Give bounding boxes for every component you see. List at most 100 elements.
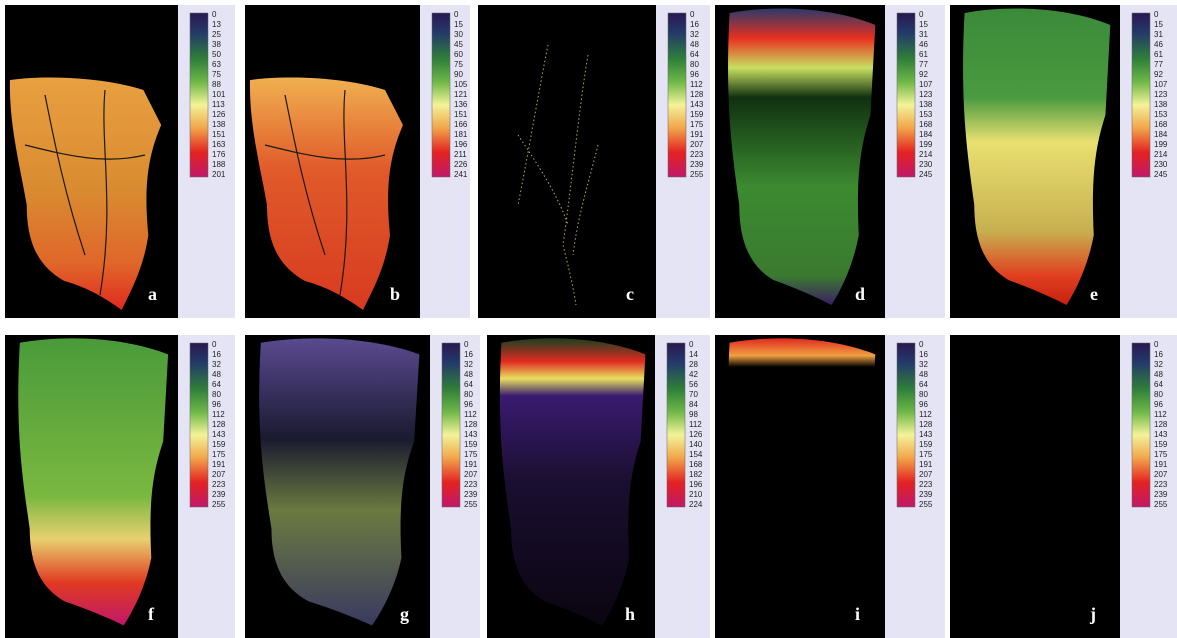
colorbar-tick-label: 175 [464, 450, 478, 459]
colorbar-tick-label: 96 [919, 400, 928, 409]
colorbar-tick-label: 196 [689, 480, 703, 489]
colorbar-tick-label: 105 [454, 80, 468, 89]
panel: j016324864809611212814315917519120722323… [950, 335, 1177, 638]
colorbar-tick-label: 223 [464, 480, 478, 489]
colorbar-tick-label: 13 [212, 20, 221, 29]
colorbar-tick-label: 0 [690, 10, 695, 19]
colorbar-tick-label: 163 [212, 140, 226, 149]
colorbar-tick-label: 138 [919, 100, 933, 109]
panel-label: d [855, 284, 865, 304]
colorbar-tick-label: 168 [1154, 120, 1168, 129]
panel-label: b [390, 284, 400, 304]
colorbar-tick-label: 214 [919, 150, 933, 159]
colorbar-tick-label: 166 [454, 120, 468, 129]
colorbar-tick-label: 16 [464, 350, 473, 359]
colorbar-tick-label: 64 [212, 380, 221, 389]
colorbar-tick-label: 46 [1154, 40, 1163, 49]
colorbar-tick-label: 128 [212, 420, 226, 429]
colorbar-tick-label: 80 [919, 390, 928, 399]
colorbar-tick-label: 0 [919, 10, 924, 19]
colorbar-tick-label: 128 [464, 420, 478, 429]
colorbar-tick-label: 16 [919, 350, 928, 359]
colorbar-tick-label: 77 [919, 60, 928, 69]
colorbar-tick-label: 153 [1154, 110, 1168, 119]
colorbar-tick-label: 223 [1154, 480, 1168, 489]
colorbar-tick-label: 32 [212, 360, 221, 369]
colorbar-tick-label: 16 [212, 350, 221, 359]
colorbar-tick-label: 207 [919, 470, 933, 479]
colorbar [190, 13, 208, 177]
colorbar-tick-label: 112 [919, 410, 932, 419]
colorbar-tick-label: 61 [1154, 50, 1163, 59]
panel-label: f [148, 604, 155, 624]
colorbar-tick-label: 0 [212, 10, 217, 19]
colorbar-tick-label: 0 [464, 340, 469, 349]
colorbar [667, 343, 685, 507]
colorbar-tick-label: 201 [212, 170, 226, 179]
colorbar-tick-label: 107 [1154, 80, 1168, 89]
colorbar-tick-label: 159 [464, 440, 478, 449]
colorbar-tick-label: 223 [212, 480, 226, 489]
colorbar-tick-label: 15 [454, 20, 463, 29]
colorbar-tick-label: 0 [212, 340, 217, 349]
colorbar-tick-label: 28 [689, 360, 698, 369]
colorbar-tick-label: 159 [1154, 440, 1168, 449]
colorbar-tick-label: 210 [689, 490, 703, 499]
colorbar-tick-label: 112 [1154, 410, 1167, 419]
colorbar-tick-label: 30 [454, 30, 463, 39]
panel-label: i [855, 604, 860, 624]
colorbar-tick-label: 48 [690, 40, 699, 49]
colorbar-tick-label: 113 [212, 100, 225, 109]
colorbar-tick-label: 0 [689, 340, 694, 349]
colorbar-tick-label: 159 [212, 440, 226, 449]
colorbar-tick-label: 175 [919, 450, 933, 459]
colorbar-tick-label: 75 [212, 70, 221, 79]
panel-label: h [625, 604, 635, 624]
panel: d015314661779210712313815316818419921423… [715, 5, 945, 318]
colorbar-tick-label: 138 [212, 120, 226, 129]
colorbar-tick-label: 214 [1154, 150, 1168, 159]
colorbar-tick-label: 25 [212, 30, 221, 39]
colorbar-tick-label: 50 [212, 50, 221, 59]
colorbar-tick-label: 63 [212, 60, 221, 69]
colorbar-tick-label: 143 [1154, 430, 1168, 439]
colorbar-tick-label: 96 [1154, 400, 1163, 409]
colorbar-tick-label: 80 [690, 60, 699, 69]
colorbar-tick-label: 175 [1154, 450, 1168, 459]
colorbar-tick-label: 128 [919, 420, 933, 429]
colorbar-tick-label: 191 [1154, 460, 1168, 469]
colorbar-tick-label: 191 [464, 460, 478, 469]
colorbar-tick-label: 176 [212, 150, 226, 159]
colorbar-tick-label: 123 [919, 90, 933, 99]
colorbar-tick-label: 88 [212, 80, 221, 89]
colorbar-tick-label: 143 [919, 430, 933, 439]
colorbar-tick-label: 239 [464, 490, 478, 499]
colorbar-tick-label: 191 [212, 460, 226, 469]
colorbar-tick-label: 56 [689, 380, 698, 389]
colorbar-tick-label: 196 [454, 140, 468, 149]
colorbar-tick-label: 15 [1154, 20, 1163, 29]
colorbar-tick-label: 239 [212, 490, 226, 499]
colorbar-tick-label: 223 [919, 480, 933, 489]
colorbar-tick-label: 121 [454, 90, 468, 99]
colorbar-tick-label: 84 [689, 400, 698, 409]
colorbar-tick-label: 112 [690, 80, 703, 89]
colorbar-tick-label: 191 [690, 130, 704, 139]
panel: g016324864809611212814315917519120722323… [245, 335, 480, 638]
colorbar-tick-label: 48 [1154, 370, 1163, 379]
colorbar-tick-label: 32 [464, 360, 473, 369]
colorbar-tick-label: 136 [454, 100, 468, 109]
colorbar-tick-label: 175 [690, 120, 704, 129]
panel-label: c [626, 284, 634, 304]
colorbar-tick-label: 70 [689, 390, 698, 399]
colorbar-tick-label: 14 [689, 350, 698, 359]
colorbar-tick-label: 32 [919, 360, 928, 369]
panel: e015314661779210712313815316818419921423… [950, 5, 1177, 318]
panel-label: j [1089, 604, 1096, 624]
colorbar-tick-label: 112 [464, 410, 477, 419]
colorbar-tick-label: 168 [919, 120, 933, 129]
colorbar-tick-label: 255 [212, 500, 226, 509]
colorbar-tick-label: 48 [464, 370, 473, 379]
panel-label: e [1090, 284, 1098, 304]
colorbar-tick-label: 80 [1154, 390, 1163, 399]
